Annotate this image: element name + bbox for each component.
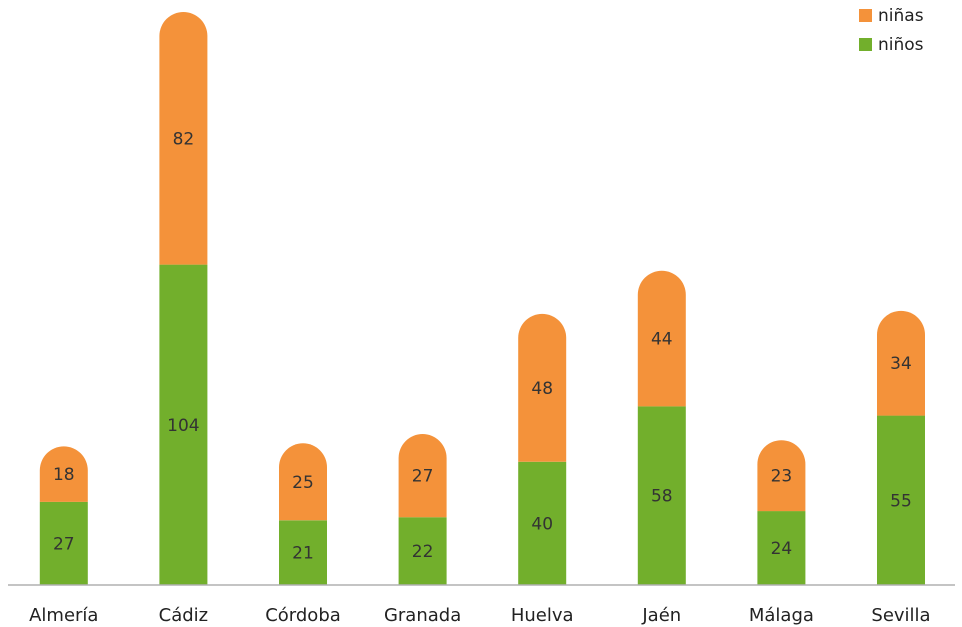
value-label-ninos-sevilla: 55 (890, 491, 912, 511)
legend-swatch-ninos (859, 38, 872, 51)
category-label-granada: Granada (384, 605, 461, 626)
value-label-ninos-malaga: 24 (771, 539, 793, 559)
value-label-ninos-cadiz: 104 (167, 416, 199, 436)
legend-label-ninas: niñas (878, 6, 924, 26)
value-label-ninas-huelva: 48 (531, 379, 553, 399)
value-label-ninos-jaen: 58 (651, 487, 673, 507)
value-label-ninos-almeria: 27 (53, 534, 75, 554)
category-label-cordoba: Córdoba (265, 605, 341, 626)
category-label-sevilla: Sevilla (871, 605, 930, 626)
value-label-ninos-huelva: 40 (531, 514, 553, 534)
value-label-ninas-granada: 27 (412, 467, 434, 487)
value-label-ninos-granada: 22 (412, 542, 434, 562)
category-label-cadiz: Cádiz (159, 605, 208, 626)
value-label-ninas-sevilla: 34 (890, 354, 912, 374)
value-label-ninas-malaga: 23 (771, 467, 793, 487)
value-label-ninas-almeria: 18 (53, 465, 75, 485)
legend-label-ninos: niños (878, 35, 924, 55)
value-label-ninos-cordoba: 21 (292, 544, 314, 564)
category-label-huelva: Huelva (511, 605, 574, 626)
category-label-almeria: Almería (29, 605, 98, 626)
category-label-jaen: Jaén (641, 605, 681, 626)
legend: niñas niños (859, 6, 924, 55)
category-label-malaga: Málaga (749, 605, 814, 626)
category-labels: Almería Cádiz Córdoba Granada Huelva Jaén Mála… (29, 605, 930, 626)
bars-layer: 27 18 104 82 21 25 22 27 40 48 58 44 24 23 55 34 (40, 12, 925, 585)
legend-swatch-ninas (859, 9, 872, 22)
value-label-ninas-cordoba: 25 (292, 473, 314, 493)
value-label-ninas-cadiz: 82 (173, 129, 195, 149)
value-label-ninas-jaen: 44 (651, 330, 673, 350)
